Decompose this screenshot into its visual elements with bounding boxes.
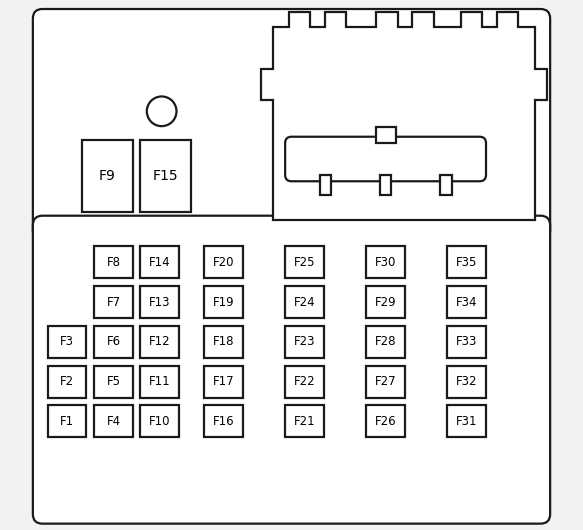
Text: F16: F16 — [213, 415, 234, 428]
Text: F6: F6 — [107, 335, 121, 348]
Bar — [366, 246, 405, 278]
Text: F13: F13 — [149, 296, 171, 308]
Text: F23: F23 — [294, 335, 315, 348]
FancyBboxPatch shape — [33, 9, 550, 240]
Bar — [141, 405, 179, 437]
Bar — [447, 326, 486, 358]
Bar — [48, 326, 86, 358]
Text: F11: F11 — [149, 375, 171, 388]
Text: F27: F27 — [375, 375, 396, 388]
Text: F15: F15 — [153, 169, 178, 183]
Bar — [447, 366, 486, 398]
Bar — [204, 326, 243, 358]
Bar — [285, 326, 324, 358]
Text: F1: F1 — [60, 415, 74, 428]
Text: F19: F19 — [213, 296, 234, 308]
Bar — [285, 246, 324, 278]
Bar — [366, 326, 405, 358]
Text: F12: F12 — [149, 335, 171, 348]
Bar — [94, 326, 133, 358]
Bar — [319, 175, 331, 195]
Text: F30: F30 — [375, 256, 396, 269]
Text: F17: F17 — [213, 375, 234, 388]
Bar — [204, 286, 243, 318]
Text: F25: F25 — [294, 256, 315, 269]
Bar — [366, 366, 405, 398]
Text: F26: F26 — [375, 415, 396, 428]
FancyBboxPatch shape — [285, 137, 486, 181]
Text: F21: F21 — [294, 415, 315, 428]
Text: F4: F4 — [107, 415, 121, 428]
Bar — [447, 286, 486, 318]
Text: F20: F20 — [213, 256, 234, 269]
Text: F18: F18 — [213, 335, 234, 348]
Text: F7: F7 — [107, 296, 121, 308]
Bar — [285, 286, 324, 318]
Bar — [141, 366, 179, 398]
Bar — [204, 366, 243, 398]
Text: F33: F33 — [456, 335, 477, 348]
Text: F32: F32 — [456, 375, 477, 388]
Bar — [94, 405, 133, 437]
Polygon shape — [261, 12, 547, 220]
Bar — [285, 405, 324, 437]
Text: F29: F29 — [375, 296, 396, 308]
Bar — [366, 405, 405, 437]
Bar — [94, 286, 133, 318]
Text: F5: F5 — [107, 375, 121, 388]
Text: F31: F31 — [456, 415, 477, 428]
Bar — [141, 140, 191, 212]
Text: F35: F35 — [456, 256, 477, 269]
Bar — [366, 286, 405, 318]
Bar — [94, 366, 133, 398]
Bar — [141, 286, 179, 318]
Text: F28: F28 — [375, 335, 396, 348]
Bar — [380, 175, 391, 195]
Text: F3: F3 — [60, 335, 74, 348]
Bar — [440, 175, 452, 195]
Text: F14: F14 — [149, 256, 171, 269]
FancyBboxPatch shape — [33, 216, 550, 524]
Bar — [48, 405, 86, 437]
Text: F8: F8 — [107, 256, 121, 269]
Text: F2: F2 — [60, 375, 74, 388]
Text: F34: F34 — [456, 296, 477, 308]
Bar — [285, 366, 324, 398]
Text: F22: F22 — [294, 375, 315, 388]
Text: F10: F10 — [149, 415, 171, 428]
Bar — [48, 366, 86, 398]
Bar — [82, 140, 132, 212]
Bar — [141, 326, 179, 358]
Bar — [204, 405, 243, 437]
Text: F24: F24 — [294, 296, 315, 308]
Bar — [375, 127, 396, 143]
Circle shape — [147, 96, 177, 126]
Bar — [447, 405, 486, 437]
Bar — [447, 246, 486, 278]
Bar — [204, 246, 243, 278]
Bar — [94, 246, 133, 278]
Text: F9: F9 — [99, 169, 116, 183]
Bar — [141, 246, 179, 278]
